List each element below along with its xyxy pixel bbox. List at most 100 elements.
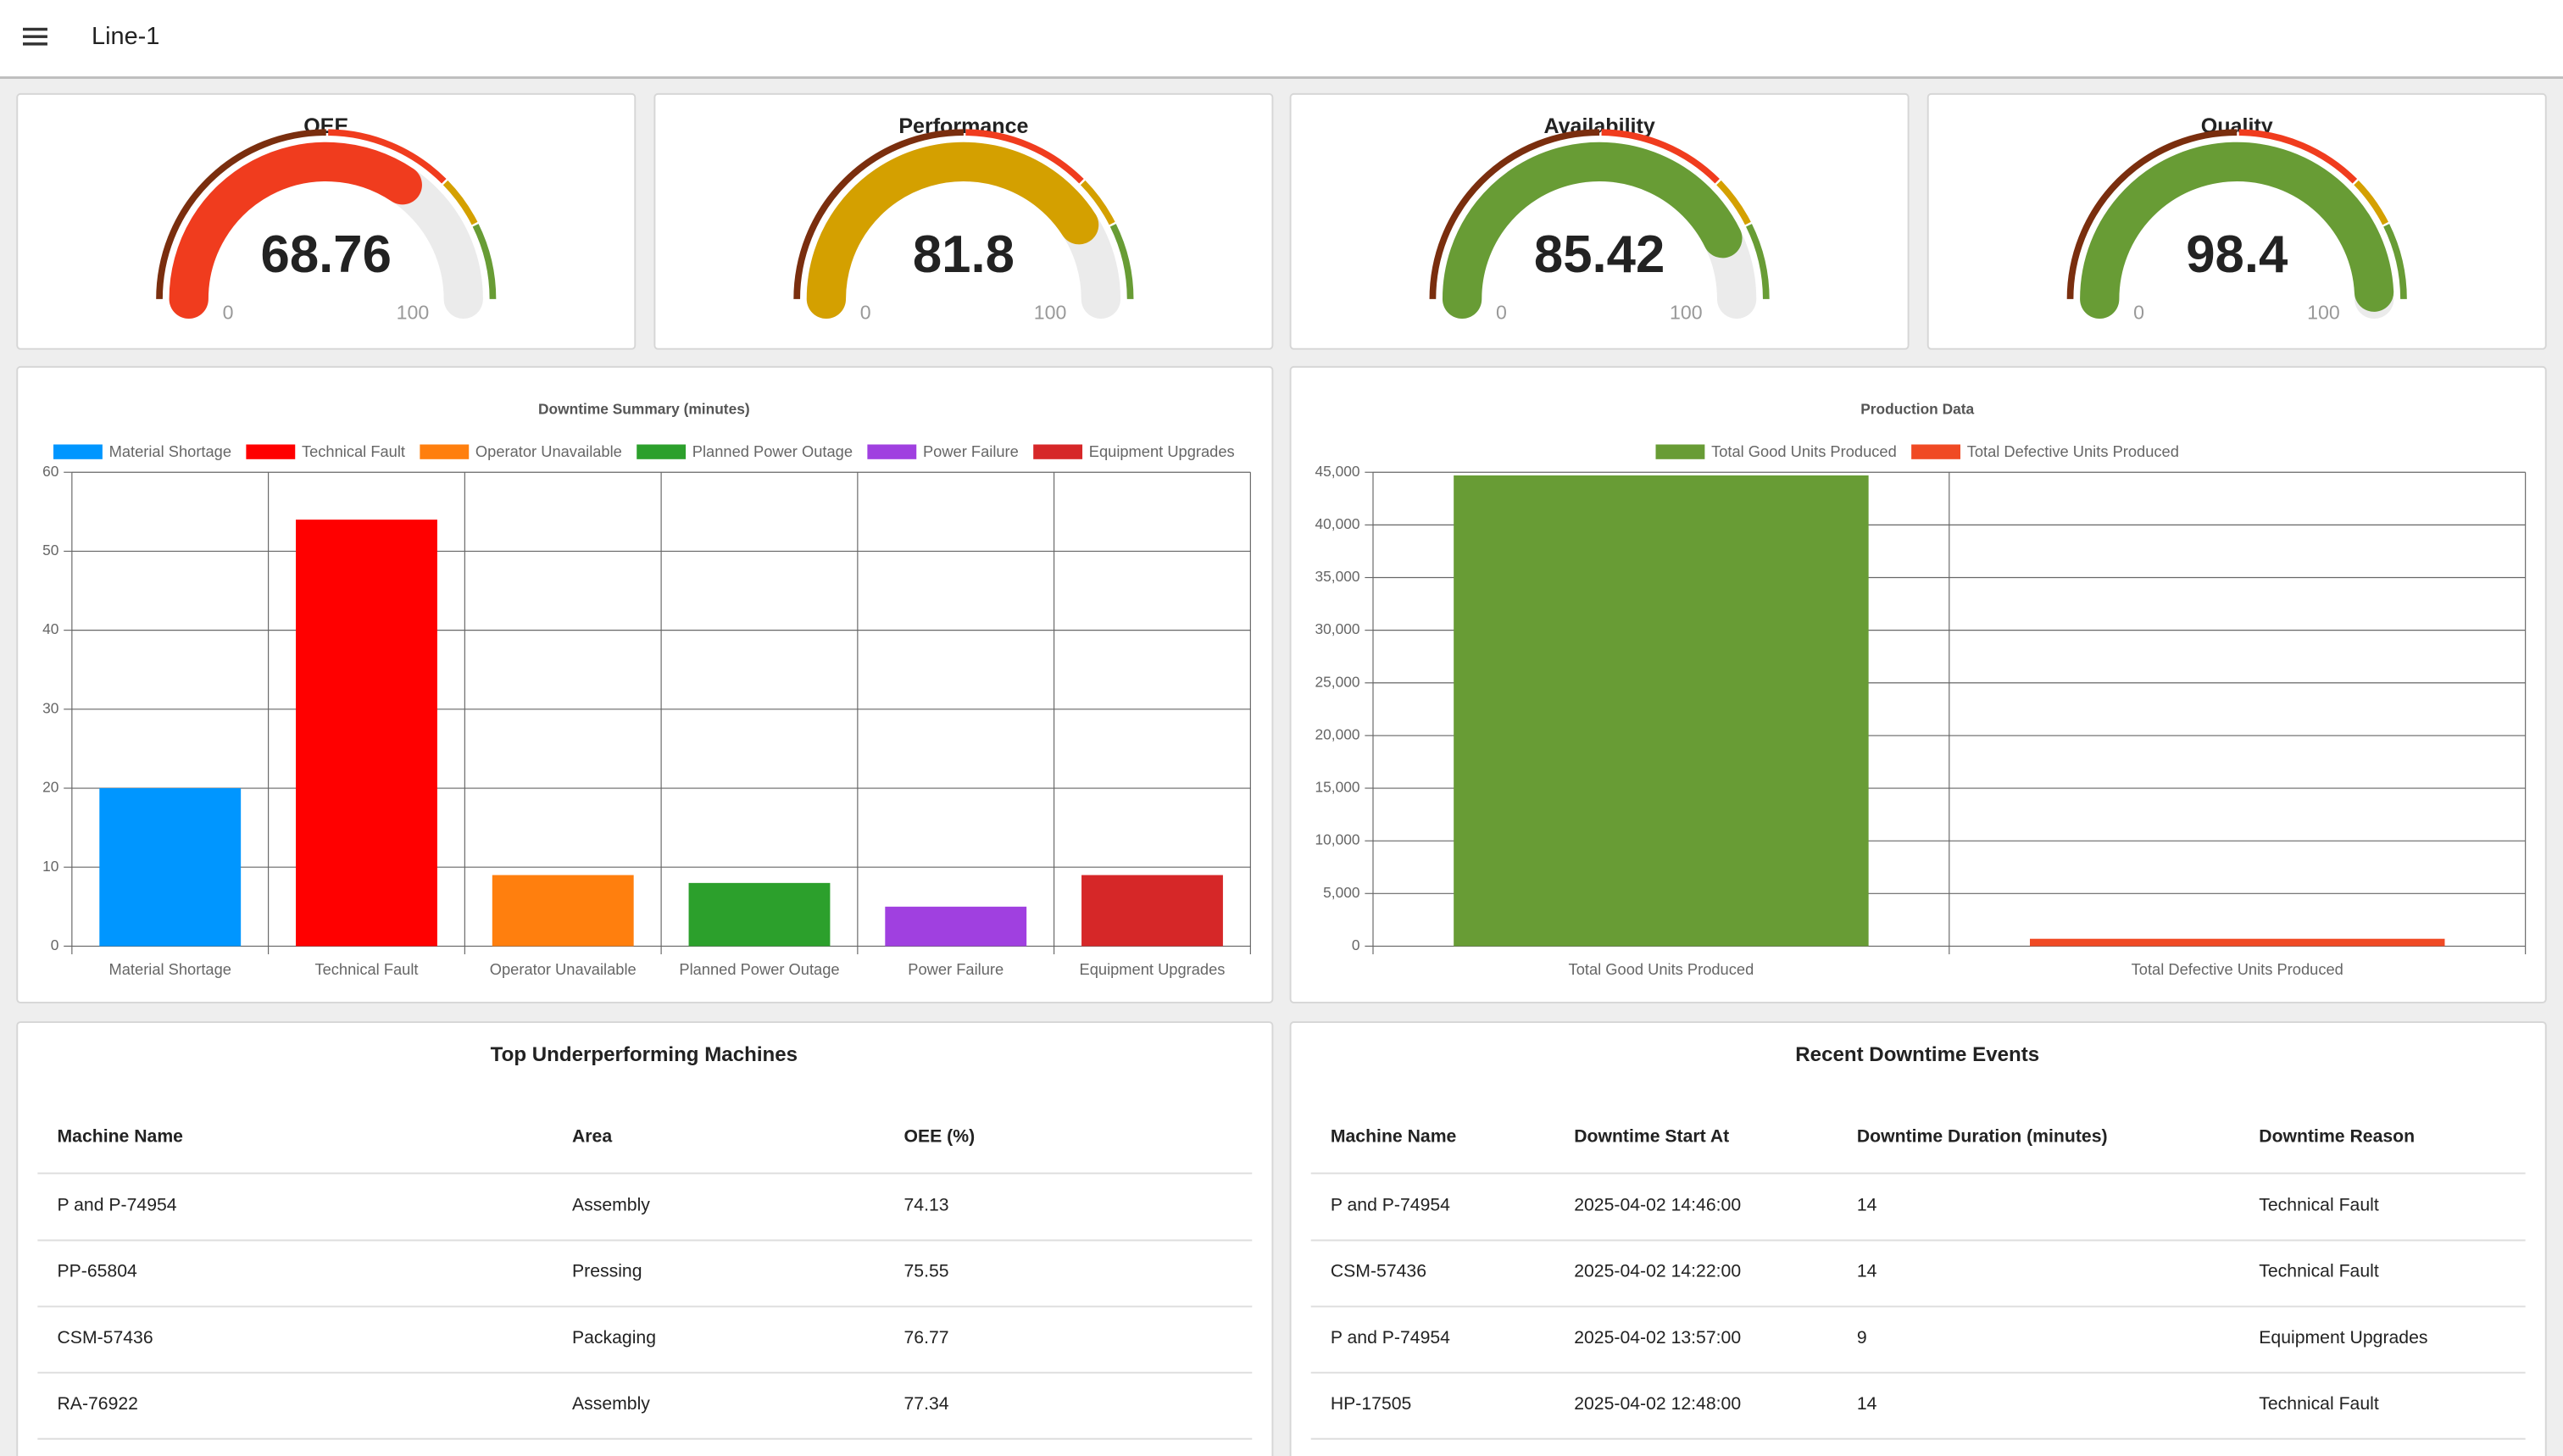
chart-title: Downtime Summary (minutes) xyxy=(538,401,750,418)
y-tick-label: 20 xyxy=(42,779,58,796)
legend-label: Equipment Upgrades xyxy=(1089,442,1235,460)
gauge-band xyxy=(2383,224,2407,299)
table-cell: CSM-57436 xyxy=(1331,1262,1426,1281)
y-tick-label: 10,000 xyxy=(1315,831,1360,848)
table-cell: 74.13 xyxy=(904,1196,949,1215)
table-cell: 2025-04-02 14:46:00 xyxy=(1574,1196,1741,1215)
legend-swatch xyxy=(1655,444,1705,459)
y-tick-label: 50 xyxy=(42,542,58,559)
gauge-value: 85.42 xyxy=(1534,225,1665,284)
gauge-min: 0 xyxy=(2133,301,2144,323)
legend-label: Operator Unavailable xyxy=(475,442,622,460)
gauge-band xyxy=(1716,180,1751,225)
menu-button[interactable] xyxy=(23,27,47,46)
chart-title: Production Data xyxy=(1860,401,1974,418)
y-tick-label: 5,000 xyxy=(1323,884,1359,901)
bar xyxy=(885,906,1027,947)
menu-bar xyxy=(23,42,47,46)
y-tick-label: 60 xyxy=(42,463,58,480)
table-cell: Technical Fault xyxy=(2259,1262,2379,1281)
legend-swatch xyxy=(420,444,470,459)
gauge-band xyxy=(1080,180,1115,225)
app-bar xyxy=(0,0,2563,77)
bar xyxy=(688,882,831,947)
column-header: Machine Name xyxy=(58,1127,184,1147)
column-header: Downtime Start At xyxy=(1574,1127,1729,1147)
gauge-max: 100 xyxy=(397,301,430,323)
gauge-value-arc xyxy=(806,142,1099,319)
legend-swatch xyxy=(637,444,687,459)
bar xyxy=(99,788,242,947)
table-cell: 76.77 xyxy=(904,1328,949,1348)
y-tick-label: 10 xyxy=(42,858,58,875)
gauge-band xyxy=(793,129,964,299)
table-cell: Technical Fault xyxy=(2259,1394,2379,1414)
gauge-band xyxy=(156,129,326,299)
table-cell: P and P-74954 xyxy=(1331,1328,1450,1348)
gauge-value-arc xyxy=(169,142,422,319)
x-tick-label: Equipment Upgrades xyxy=(1080,960,1226,978)
gauge-value: 68.76 xyxy=(261,225,392,284)
x-tick-label: Total Defective Units Produced xyxy=(2132,960,2343,978)
x-tick-label: Total Good Units Produced xyxy=(1569,960,1754,978)
table-cell: Assembly xyxy=(572,1394,650,1414)
bar xyxy=(1454,475,1869,947)
gauge-band xyxy=(472,224,497,299)
y-tick-label: 20,000 xyxy=(1315,725,1360,742)
menu-bar xyxy=(23,27,47,31)
y-tick-label: 0 xyxy=(51,936,59,953)
table-cell: 2025-04-02 13:57:00 xyxy=(1574,1328,1741,1348)
table-cell: CSM-57436 xyxy=(58,1328,153,1348)
table-cell: 9 xyxy=(1857,1328,1867,1348)
bar xyxy=(2029,938,2445,947)
table-cell: P and P-74954 xyxy=(1331,1196,1450,1215)
bar xyxy=(1081,875,1223,947)
gauge-band xyxy=(328,129,447,184)
table-cell: 2025-04-02 14:22:00 xyxy=(1574,1262,1741,1281)
gauge-max: 100 xyxy=(1670,301,1703,323)
table-card xyxy=(16,1021,1274,1456)
gauge-value: 81.8 xyxy=(913,225,1015,284)
table-cell: 2025-04-02 12:48:00 xyxy=(1574,1394,1741,1414)
table-cell: Packaging xyxy=(572,1328,656,1348)
x-tick-label: Planned Power Outage xyxy=(679,960,839,978)
y-tick-label: 30,000 xyxy=(1315,620,1360,637)
gauge-band xyxy=(2238,129,2358,184)
y-tick-label: 40 xyxy=(42,620,58,637)
column-header: Downtime Duration (minutes) xyxy=(1857,1127,2108,1147)
gauge-band xyxy=(1746,224,1770,299)
table-cell: 14 xyxy=(1857,1196,1877,1215)
legend-label: Technical Fault xyxy=(302,442,405,460)
table-title: Recent Downtime Events xyxy=(1795,1043,2039,1066)
gauge-band xyxy=(965,129,1084,184)
table-cell: 14 xyxy=(1857,1394,1877,1414)
bar xyxy=(296,520,437,947)
table-cell: 77.34 xyxy=(904,1394,949,1414)
y-tick-label: 30 xyxy=(42,699,58,716)
gauge-value-arc xyxy=(1442,142,1743,319)
x-tick-label: Power Failure xyxy=(908,960,1004,978)
menu-bar xyxy=(23,35,47,38)
x-tick-label: Technical Fault xyxy=(314,960,418,978)
legend-swatch xyxy=(1911,444,1960,459)
x-tick-label: Material Shortage xyxy=(109,960,231,978)
gauge-min: 0 xyxy=(223,301,234,323)
gauge-min: 0 xyxy=(1496,301,1507,323)
table-cell: 75.55 xyxy=(904,1262,949,1281)
gauge-band xyxy=(1601,129,1720,184)
gauge-title: Performance xyxy=(898,114,1028,138)
legend-label: Planned Power Outage xyxy=(692,442,853,460)
y-tick-label: 40,000 xyxy=(1315,515,1360,532)
column-header: Downtime Reason xyxy=(2259,1127,2415,1147)
gauge-min: 0 xyxy=(860,301,871,323)
legend-swatch xyxy=(867,444,917,459)
table-cell: HP-17505 xyxy=(1331,1394,1411,1414)
bar xyxy=(492,875,634,947)
y-tick-label: 0 xyxy=(1352,936,1360,953)
gauge-value: 98.4 xyxy=(2186,225,2288,284)
gauge-value-arc xyxy=(2080,142,2394,319)
column-header: OEE (%) xyxy=(904,1127,976,1147)
legend-label: Total Defective Units Produced xyxy=(1967,442,2179,460)
gauge-band xyxy=(1109,224,1134,299)
